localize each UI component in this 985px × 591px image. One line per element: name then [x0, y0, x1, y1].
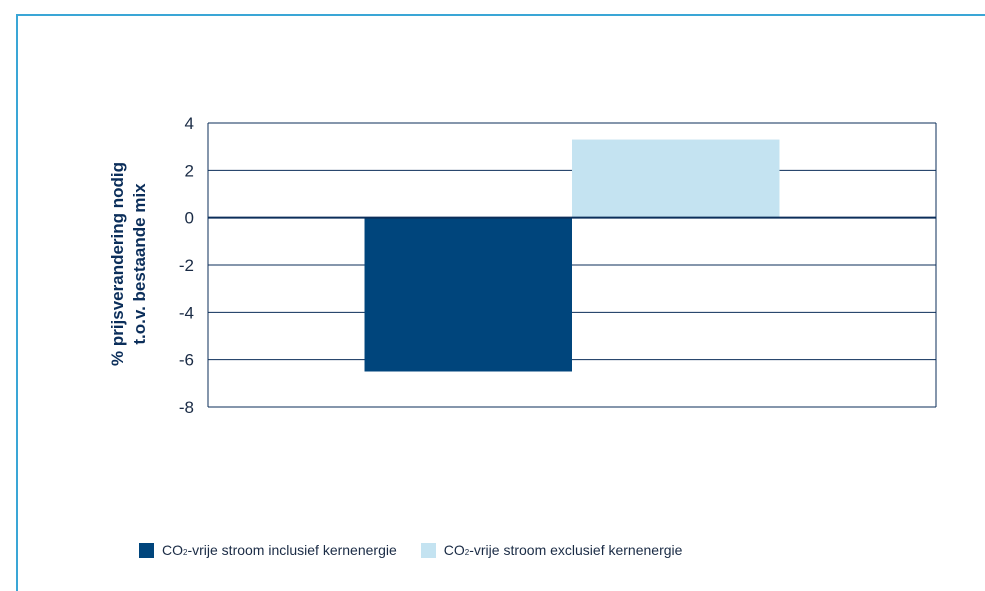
legend-label-inclusief: CO 2 -vrije stroom inclusief kernenergie: [162, 542, 397, 558]
legend: CO 2 -vrije stroom inclusief kernenergie C…: [139, 539, 706, 561]
legend-label-inclusief-prefix: CO: [162, 542, 183, 558]
legend-label-exclusief-prefix: CO: [443, 542, 465, 558]
legend-swatch-exclusief: [420, 542, 436, 558]
y-tick-label: 0: [185, 209, 194, 228]
frame-left-border: [16, 14, 18, 591]
legend-label-exclusief: CO 2 -vrije stroom exclusief kernenergie: [443, 542, 683, 558]
y-tick-label: 2: [185, 161, 194, 180]
y-tick-label: -6: [179, 351, 194, 370]
y-axis-label-line2: t.o.v. bestaande mix: [130, 183, 149, 345]
legend-item-exclusief: CO 2 -vrije stroom exclusief kernenergie: [420, 542, 683, 558]
bars: [364, 139, 780, 372]
bar-exclusief: [572, 139, 780, 218]
legend-label-inclusief-suffix: -vrije stroom inclusief kernenergie: [187, 542, 397, 558]
legend-item-inclusief: CO 2 -vrije stroom inclusief kernenergie: [139, 542, 397, 558]
y-tick-labels: 4 2 0 -2 -4 -6 -8: [179, 114, 194, 417]
bar-inclusief: [364, 217, 572, 372]
y-tick-label: 4: [185, 114, 194, 133]
y-tick-label: -8: [179, 398, 194, 417]
axes: [207, 123, 937, 407]
y-tick-label: -2: [179, 256, 194, 275]
legend-label-exclusief-suffix: -vrije stroom exclusief kernenergie: [469, 542, 683, 558]
frame-top-border: [16, 14, 985, 16]
y-tick-label: -4: [179, 303, 194, 322]
legend-swatch-inclusief: [139, 542, 154, 558]
y-axis-label-line1: % prijsverandering nodig: [108, 162, 127, 366]
